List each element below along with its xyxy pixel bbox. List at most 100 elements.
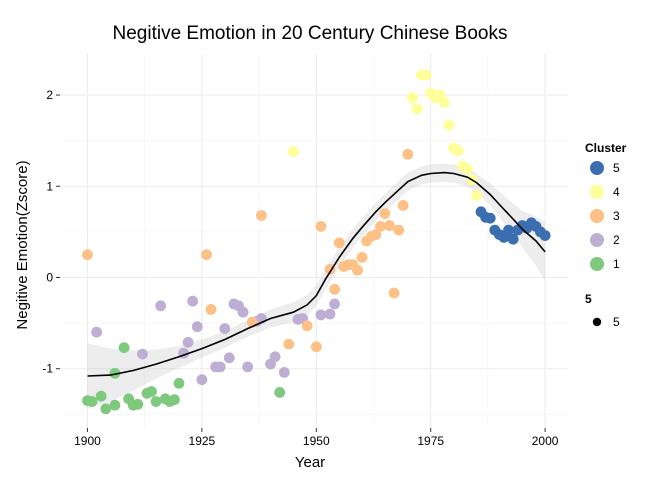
point-cluster-2 — [137, 348, 148, 360]
point-cluster-1 — [169, 394, 180, 406]
x-tick-label: 1950 — [303, 434, 330, 448]
point-cluster-2 — [182, 336, 194, 348]
point-cluster-2 — [329, 298, 340, 310]
point-cluster-1 — [132, 398, 144, 410]
point-cluster-4 — [288, 146, 299, 158]
point-cluster-5 — [503, 224, 514, 236]
point-cluster-1 — [146, 386, 157, 397]
point-cluster-2 — [237, 306, 249, 318]
point-cluster-2 — [91, 326, 102, 338]
point-cluster-1 — [150, 396, 162, 407]
point-cluster-4 — [471, 190, 482, 201]
point-cluster-2 — [278, 367, 290, 378]
legend-label-3: 3 — [613, 209, 620, 223]
legend-label-1: 1 — [613, 257, 620, 271]
data-points — [82, 69, 551, 415]
y-axis-title: Negitive Emotion(Zscore) — [14, 160, 31, 329]
legend: Cluster 5 4 3 2 1 5 5 — [585, 141, 627, 329]
x-axis-ticks: 1900 1925 1950 1975 2000 — [74, 428, 559, 448]
point-cluster-3 — [352, 264, 363, 276]
x-tick-label: 1975 — [417, 434, 444, 448]
point-cluster-2 — [269, 351, 281, 363]
point-cluster-3 — [388, 287, 400, 299]
point-cluster-3 — [315, 221, 327, 232]
point-cluster-5 — [539, 230, 551, 241]
point-cluster-3 — [205, 304, 217, 315]
grid — [60, 54, 568, 428]
legend-entries: 5 4 3 2 1 — [590, 161, 620, 271]
legend-key-3 — [590, 209, 604, 223]
legend-label-2: 2 — [613, 233, 620, 247]
y-tick-label: 2 — [46, 88, 53, 102]
point-cluster-2 — [315, 309, 327, 321]
point-cluster-5 — [507, 233, 519, 245]
point-cluster-3 — [301, 320, 313, 332]
point-cluster-1 — [173, 377, 185, 389]
smooth-line-path — [87, 171, 546, 377]
legend-key-2 — [590, 233, 604, 247]
point-cluster-3 — [379, 208, 391, 220]
point-cluster-3 — [82, 249, 93, 261]
y-tick-label: 1 — [46, 179, 53, 193]
point-cluster-3 — [310, 341, 322, 353]
y-axis-ticks: -1 0 1 2 — [42, 88, 60, 376]
point-cluster-5 — [484, 212, 496, 224]
point-cluster-3 — [375, 221, 386, 232]
point-cluster-4 — [461, 163, 473, 175]
legend-label-4: 4 — [613, 185, 620, 199]
point-cluster-3 — [201, 249, 212, 261]
legend-key-1 — [590, 257, 604, 271]
point-cluster-1 — [118, 342, 130, 354]
point-cluster-3 — [370, 229, 382, 241]
point-cluster-2 — [155, 300, 167, 312]
point-cluster-4 — [439, 96, 450, 108]
legend-key-5 — [590, 161, 604, 175]
x-tick-label: 1925 — [189, 434, 216, 448]
point-cluster-1 — [109, 367, 121, 379]
point-cluster-1 — [86, 396, 98, 407]
legend-size-title: 5 — [585, 292, 592, 306]
point-cluster-3 — [384, 220, 395, 231]
point-cluster-1 — [100, 403, 112, 415]
point-cluster-3 — [356, 252, 368, 263]
x-tick-label: 2000 — [532, 434, 559, 448]
chart-title: Negitive Emotion in 20 Century Chinese B… — [113, 23, 508, 44]
point-cluster-3 — [333, 237, 345, 249]
point-cluster-2 — [242, 361, 254, 373]
point-cluster-2 — [187, 295, 199, 307]
point-cluster-3 — [397, 200, 409, 211]
point-cluster-3 — [393, 224, 405, 236]
legend-key-4 — [590, 185, 604, 199]
point-cluster-3 — [256, 210, 267, 221]
point-cluster-3 — [329, 283, 340, 295]
legend-size-key — [592, 317, 602, 327]
point-cluster-1 — [109, 399, 121, 411]
point-cluster-2 — [324, 308, 336, 320]
point-cluster-4 — [443, 119, 455, 131]
point-cluster-4 — [452, 145, 464, 157]
smooth-line — [87, 171, 546, 377]
point-cluster-2 — [223, 352, 235, 364]
confidence-band — [87, 163, 546, 409]
point-cluster-2 — [196, 374, 208, 386]
legend-title: Cluster — [585, 141, 627, 155]
point-cluster-2 — [191, 321, 203, 333]
legend-size-label: 5 — [613, 315, 620, 329]
x-tick-label: 1900 — [74, 434, 101, 448]
legend-label-5: 5 — [613, 161, 620, 175]
point-cluster-4 — [420, 69, 432, 81]
point-cluster-1 — [274, 387, 286, 398]
point-cluster-1 — [95, 390, 107, 402]
point-cluster-3 — [402, 148, 414, 160]
point-cluster-2 — [219, 323, 231, 334]
plot-area: 1900 1925 1950 1975 2000 -1 0 1 2 — [42, 54, 568, 448]
point-cluster-4 — [411, 103, 423, 115]
point-cluster-3 — [283, 338, 295, 350]
x-axis-title: Year — [295, 454, 325, 471]
point-cluster-4 — [407, 92, 418, 104]
y-tick-label: -1 — [42, 362, 53, 376]
confidence-band-area — [87, 163, 546, 409]
point-cluster-2 — [214, 361, 226, 373]
y-tick-label: 0 — [46, 270, 53, 284]
